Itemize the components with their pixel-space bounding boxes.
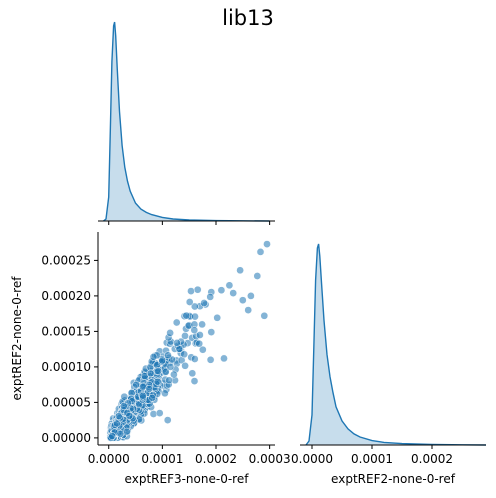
scatter-point xyxy=(149,353,158,361)
figure-title: lib13 xyxy=(222,6,274,30)
scatter-point xyxy=(238,296,247,305)
scatter-point xyxy=(148,393,157,402)
scatter-point xyxy=(113,419,121,428)
scatter-point xyxy=(193,285,202,294)
scatter-point xyxy=(190,355,199,363)
scatter-point xyxy=(185,298,194,306)
scatter-point xyxy=(161,389,169,398)
x-tick-label-scatter: 0.0000 xyxy=(88,452,130,466)
x-axis-label-right: exptREF2-none-0-ref xyxy=(331,472,456,486)
scatter-point xyxy=(181,332,189,340)
density-fill-right xyxy=(306,244,486,445)
scatter-point xyxy=(247,292,255,300)
density-line-top xyxy=(102,21,270,222)
y-tick-label-scatter: 0.00005 xyxy=(41,395,91,409)
scatter-point xyxy=(195,339,204,348)
scatter-point xyxy=(196,331,204,339)
scatter-point xyxy=(180,350,189,359)
y-tick-label-scatter: 0.00025 xyxy=(41,253,91,267)
scatter-point xyxy=(191,312,199,321)
scatter-point xyxy=(108,432,117,440)
scatter-point xyxy=(206,293,215,301)
x-tick-label-right: 0.0001 xyxy=(351,452,393,466)
density-panel-top xyxy=(98,21,275,225)
density-line-right xyxy=(305,243,487,446)
scatter-point xyxy=(119,402,128,410)
density-fill-top xyxy=(103,22,270,221)
x-tick-label-right: 0.0000 xyxy=(291,452,333,466)
scatter-point xyxy=(256,248,265,256)
scatter-point xyxy=(263,240,271,248)
scatter-point xyxy=(225,281,234,290)
scatter-point xyxy=(165,376,173,385)
scatter-point xyxy=(125,412,134,420)
scatter-point xyxy=(146,369,155,378)
x-tick-label-scatter: 0.0003 xyxy=(249,452,291,466)
scatter-point xyxy=(172,318,181,327)
scatter-point xyxy=(220,354,228,363)
scatter-point xyxy=(260,311,269,320)
scatter-point xyxy=(116,429,125,438)
scatter-point xyxy=(132,380,141,389)
scatter-point xyxy=(114,412,123,420)
scatter-point xyxy=(206,355,215,364)
scatter-point xyxy=(187,287,195,295)
scatter-point xyxy=(188,369,197,378)
scatter-point xyxy=(198,345,207,354)
x-tick-label-right: 0.0002 xyxy=(411,452,453,466)
scatter-point xyxy=(213,313,222,322)
scatter-panel: 0.0000 0.0001 0.0002 0.0003 0.00000 0.00005 0.… xyxy=(10,232,291,486)
scatter-point xyxy=(236,266,244,275)
scatter-point xyxy=(253,272,262,280)
scatter-point xyxy=(155,409,164,417)
scatter-point xyxy=(120,392,129,401)
scatter-point xyxy=(158,356,167,365)
scatter-point xyxy=(166,329,174,337)
scatter-point xyxy=(170,370,178,379)
y-tick-label-scatter: 0.00010 xyxy=(41,360,91,374)
scatter-point xyxy=(182,311,191,320)
scatter-point xyxy=(164,351,172,360)
scatter-point xyxy=(229,289,238,297)
scatter-point xyxy=(217,286,226,295)
y-axis-label-scatter: exptREF2-none-0-ref xyxy=(10,276,24,401)
y-tick-label-scatter: 0.00020 xyxy=(41,289,91,303)
x-axis-label-scatter: exptREF3-none-0-ref xyxy=(125,472,250,486)
scatter-point xyxy=(200,299,208,307)
scatter-point xyxy=(161,367,170,376)
scatter-point xyxy=(190,302,199,311)
scatter-point xyxy=(166,363,175,371)
scatter-point xyxy=(154,367,163,375)
density-panel-right: 0.0000 0.0001 0.0002 exptREF2-none-0-ref xyxy=(291,243,487,486)
scatter-point xyxy=(190,377,199,385)
y-tick-label-scatter: 0.00015 xyxy=(41,324,91,338)
scatter-point xyxy=(139,391,147,400)
scatter-point xyxy=(244,306,253,314)
x-tick-label-scatter: 0.0002 xyxy=(195,452,237,466)
scatter-point xyxy=(153,377,162,386)
scatter-point xyxy=(163,416,172,424)
scatter-point xyxy=(122,427,131,436)
scatter-point xyxy=(207,328,216,336)
scatter-point xyxy=(173,339,181,347)
y-tick-label-scatter: 0.00000 xyxy=(41,431,91,445)
x-tick-label-scatter: 0.0001 xyxy=(141,452,183,466)
scatter-point xyxy=(198,320,206,329)
scatter-point xyxy=(181,361,189,370)
scatter-point xyxy=(145,384,154,393)
scatter-point xyxy=(190,326,199,334)
